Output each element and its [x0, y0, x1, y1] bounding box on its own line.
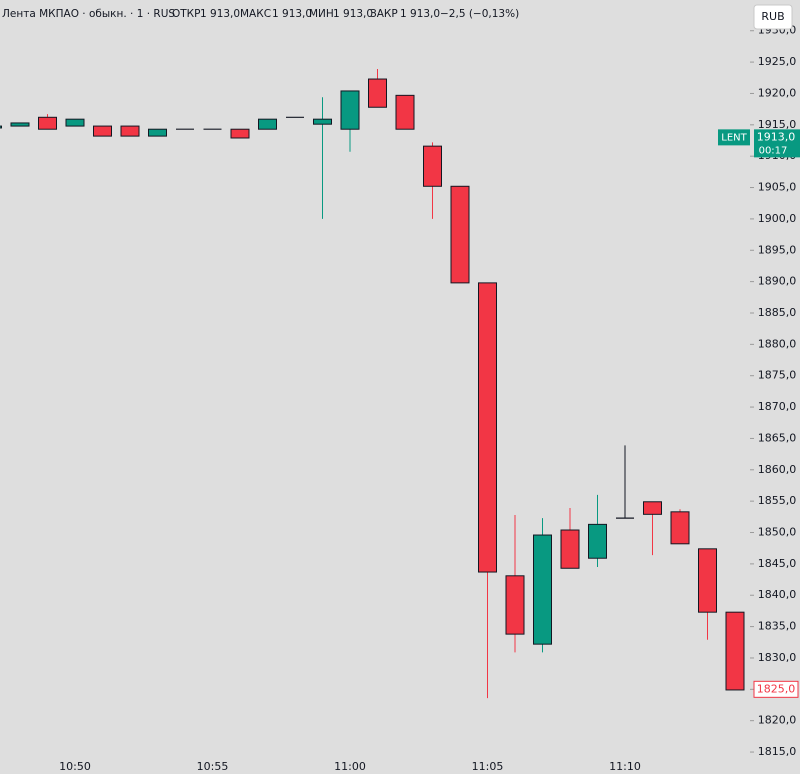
y-tick-label: 1885,0 — [758, 306, 797, 319]
candle-body — [340, 90, 360, 130]
candle-body — [148, 128, 167, 137]
candle-body — [560, 529, 580, 569]
y-tick-label: 1875,0 — [758, 369, 797, 382]
y-tick-label: 1855,0 — [758, 494, 797, 507]
y-tick-label: 1845,0 — [758, 557, 797, 570]
y-tick-label: 1890,0 — [758, 275, 797, 288]
currency-button[interactable] — [753, 4, 793, 30]
x-tick-label: 11:05 — [472, 760, 504, 773]
candle-body — [0, 125, 2, 129]
x-tick-label: 10:50 — [59, 760, 91, 773]
y-tick-label: 1820,0 — [758, 714, 797, 727]
chart-title: Лента МКПАО · обыкн. · 1 · RUS — [2, 8, 175, 20]
change: −2,5 (−0,13%) — [440, 8, 519, 20]
legend-label: ЗАКР — [370, 8, 398, 20]
ticker-tag-price-label: 1913,0 — [757, 130, 796, 143]
y-tick-label: 1880,0 — [758, 337, 797, 350]
candle-body — [450, 185, 470, 284]
legend-value: 1 913,0 — [200, 8, 240, 20]
candle-body — [670, 511, 690, 545]
legend-value: 1 913,0 — [272, 8, 312, 20]
y-tick-label: 1905,0 — [758, 181, 797, 194]
candle-body — [395, 94, 415, 130]
y-tick-label: 1815,0 — [758, 745, 797, 758]
x-tick-label: 11:10 — [609, 760, 641, 773]
y-tick-label: 1850,0 — [758, 526, 797, 539]
price-axis: 1930,01925,01920,01915,01910,01905,01900… — [750, 24, 796, 758]
y-tick-label: 1915,0 — [758, 118, 797, 131]
candle-body — [423, 145, 442, 187]
currency-button-label[interactable]: RUB — [761, 10, 784, 23]
candle-body — [65, 118, 85, 127]
plot-area — [0, 68, 745, 699]
ticker-tag-price — [754, 129, 800, 158]
ticker-tag-symbol — [718, 129, 750, 146]
ticker-tag-symbol-label: LENT — [721, 132, 747, 143]
ticker-tag-timer: 00:17 — [759, 145, 788, 156]
candle-body — [368, 78, 387, 108]
last-price-label: 1825,0 — [757, 682, 796, 695]
y-tick-label: 1865,0 — [758, 431, 797, 444]
candle-body — [120, 125, 140, 137]
candle-body — [588, 523, 607, 559]
candle-body — [725, 611, 745, 691]
y-tick-label: 1925,0 — [758, 55, 797, 68]
header: Лента МКПАО · обыкн. · 1 · RUS ОТКР 1 91… — [2, 8, 519, 20]
candle-body — [258, 118, 277, 130]
y-tick-label: 1830,0 — [758, 651, 797, 664]
y-tick-label: 1900,0 — [758, 212, 797, 225]
candle-body — [313, 118, 332, 125]
candle-body — [93, 125, 112, 137]
candle-body — [505, 575, 525, 635]
legend-label: МИН — [309, 8, 334, 20]
legend-value: 1 913,0 — [400, 8, 440, 20]
y-tick-label: 1840,0 — [758, 588, 797, 601]
candle-body — [38, 116, 57, 130]
candle-body — [533, 534, 552, 645]
y-tick-label: 1835,0 — [758, 620, 797, 633]
y-tick-label: 1895,0 — [758, 243, 797, 256]
candle-body — [643, 501, 662, 515]
y-tick-label: 1860,0 — [758, 463, 797, 476]
candle-body — [478, 282, 497, 573]
candle-body — [230, 128, 250, 139]
y-tick-label: 1920,0 — [758, 86, 797, 99]
x-tick-label: 10:55 — [197, 760, 229, 773]
x-tick-label: 11:00 — [334, 760, 366, 773]
legend-label: ОТКР — [172, 8, 200, 20]
legend-value: 1 913,0 — [333, 8, 373, 20]
y-tick-label: 1870,0 — [758, 400, 797, 413]
last-price-tag — [753, 680, 799, 698]
candle-body — [10, 122, 30, 127]
legend-label: МАКС — [240, 8, 271, 20]
candle-body — [698, 548, 717, 613]
